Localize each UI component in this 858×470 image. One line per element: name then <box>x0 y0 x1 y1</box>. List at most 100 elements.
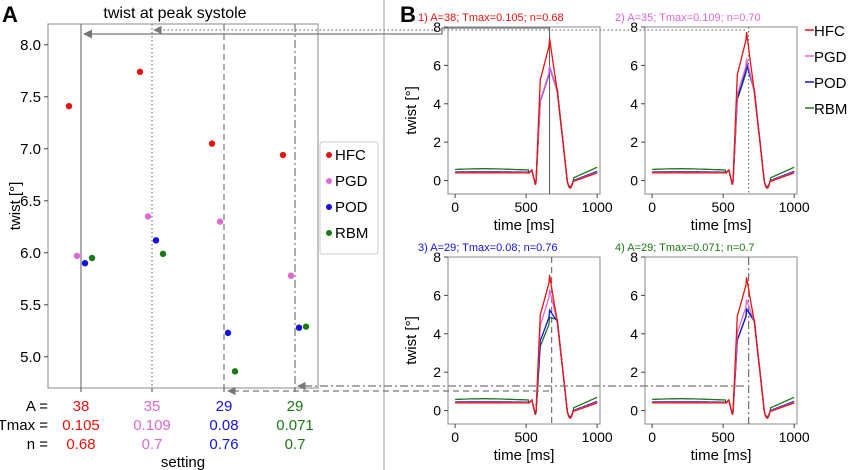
y-tick-label: 0 <box>630 403 638 419</box>
series-line-hfc <box>652 31 795 189</box>
subplot-4: 4) A=29; Tmax=0.071; n=0.7 0 2 4 6 8 0 500 1000 t… <box>615 242 810 464</box>
subplot-title: 2) A=35; Tmax=0.109; n=0.70 <box>615 12 761 24</box>
data-point-hfc <box>136 68 144 76</box>
data-point-rbm <box>88 254 96 262</box>
y-tick-label: 5.5 <box>20 297 41 314</box>
setting-a-value: 38 <box>73 398 90 415</box>
x-tick-label: 500 <box>711 199 735 215</box>
subplot-title: 1) A=38; Tmax=0.105; n=0.68 <box>418 12 564 24</box>
data-point-pod <box>224 329 232 337</box>
legend-label-rbm: RBM <box>335 225 368 242</box>
row-label: n = <box>27 436 49 453</box>
data-point-pgd <box>144 213 152 220</box>
y-axis-label: twist [°] <box>7 182 24 231</box>
series-line-rbm <box>652 307 795 418</box>
setting-a-value: 35 <box>144 398 161 415</box>
x-tick-label: 500 <box>514 199 538 215</box>
y-tick-label: 6 <box>433 287 441 303</box>
panel-a-label: A <box>2 2 18 27</box>
series-line-rbm <box>455 316 598 418</box>
setting-a-value: 29 <box>287 398 304 415</box>
x-tick-label: 1000 <box>582 429 613 445</box>
setting-tmax-value: 0.071 <box>276 417 314 434</box>
x-axis-label: setting <box>161 454 205 470</box>
x-tick-label: 1000 <box>779 429 810 445</box>
subplot-frame <box>447 256 601 425</box>
legend-marker-rbm <box>326 230 332 236</box>
series-line-rbm <box>455 66 598 188</box>
data-point-pod <box>152 237 160 244</box>
x-tick-label: 0 <box>648 429 656 445</box>
setting-tmax-value: 0.08 <box>209 417 238 434</box>
x-axis-label: time [ms] <box>691 217 752 234</box>
y-tick-label: 2 <box>630 134 638 150</box>
y-tick-label: 0 <box>630 173 638 189</box>
panel-b-lines: 1) A=38; Tmax=0.105; n=0.68 0 2 4 6 8 0 500 1000… <box>403 12 847 464</box>
y-tick-label: 6 <box>630 57 638 73</box>
subplot-frame <box>644 256 798 425</box>
setting-a-value: 29 <box>216 398 233 415</box>
legend-box <box>319 141 379 255</box>
setting-n-value: 0.68 <box>66 436 95 453</box>
panel-a-title: twist at peak systole <box>103 5 246 22</box>
setting-n-value: 0.7 <box>142 436 163 453</box>
x-tick-label: 500 <box>711 429 735 445</box>
y-tick-label: 6.0 <box>20 245 41 262</box>
legend-marker-pod <box>326 204 332 210</box>
series-line-hfc <box>455 38 598 189</box>
setting-n-value: 0.7 <box>285 436 306 453</box>
y-tick-label: 0 <box>433 403 441 419</box>
data-point-pod <box>295 324 303 331</box>
data-point-hfc <box>279 151 287 159</box>
data-point-rbm <box>302 323 310 330</box>
y-tick-label: 2 <box>433 364 441 380</box>
y-tick-label: 8.0 <box>20 37 41 54</box>
row-label: A = <box>26 398 48 415</box>
y-tick-label: 0 <box>433 173 441 189</box>
x-axis-label: time [ms] <box>691 447 752 464</box>
data-point-pgd <box>287 272 295 279</box>
data-point-rbm <box>159 250 167 258</box>
series-line-rbm <box>652 65 795 188</box>
data-point-rbm <box>231 368 239 375</box>
legend-label-pgd: PGD <box>335 173 368 190</box>
connector-arrow-1 <box>83 27 549 39</box>
setting-tmax-value: 0.109 <box>133 417 171 434</box>
y-tick-label: 4 <box>433 326 441 342</box>
y-tick-label: 8 <box>630 249 638 265</box>
y-axis-label: twist [°] <box>403 316 420 365</box>
x-axis-label: time [ms] <box>494 447 555 464</box>
x-tick-label: 1000 <box>582 199 613 215</box>
subplot-2: 2) A=35; Tmax=0.109; n=0.70 0 2 4 6 8 0 500 1000… <box>615 12 810 234</box>
legend-label-rbm: RBM <box>814 101 847 118</box>
legend-marker-hfc <box>326 152 332 158</box>
series-line-hfc <box>455 275 598 419</box>
panel-a-scatter: 5.0 5.5 6.0 6.5 7.0 7.5 8.0 twist [°] 38 0.105 0.6… <box>0 23 379 470</box>
y-tick-label: 6 <box>433 57 441 73</box>
setting-n-value: 0.76 <box>209 436 238 453</box>
y-tick-label: 4 <box>433 96 441 112</box>
subplot-title: 4) A=29; Tmax=0.071; n=0.7 <box>615 242 755 254</box>
y-tick-label: 8 <box>630 19 638 35</box>
y-tick-label: 2 <box>630 364 638 380</box>
data-point-hfc <box>65 102 73 110</box>
y-tick-label: 8 <box>433 19 441 35</box>
legend-marker-pgd <box>326 178 332 184</box>
legend-label-hfc: HFC <box>335 147 366 164</box>
series-line-pod <box>652 307 795 419</box>
series-line-pod <box>455 308 598 419</box>
data-point-hfc <box>208 140 216 147</box>
x-tick-label: 0 <box>648 199 656 215</box>
y-axis-label: twist [°] <box>403 86 420 135</box>
y-tick-label: 4 <box>630 326 638 342</box>
y-tick-label: 6.5 <box>20 193 41 210</box>
data-point-pgd <box>73 252 81 260</box>
data-point-pod <box>81 260 89 267</box>
y-tick-label: 6 <box>630 287 638 303</box>
panel-b-label: B <box>400 2 416 27</box>
y-tick-label: 5.0 <box>20 349 41 366</box>
data-point-pgd <box>216 218 224 225</box>
row-label: Tmax = <box>0 417 48 434</box>
subplot-3: 3) A=29; Tmax=0.08; n=0.76 0 2 4 6 8 0 500 1000 t… <box>403 242 613 464</box>
